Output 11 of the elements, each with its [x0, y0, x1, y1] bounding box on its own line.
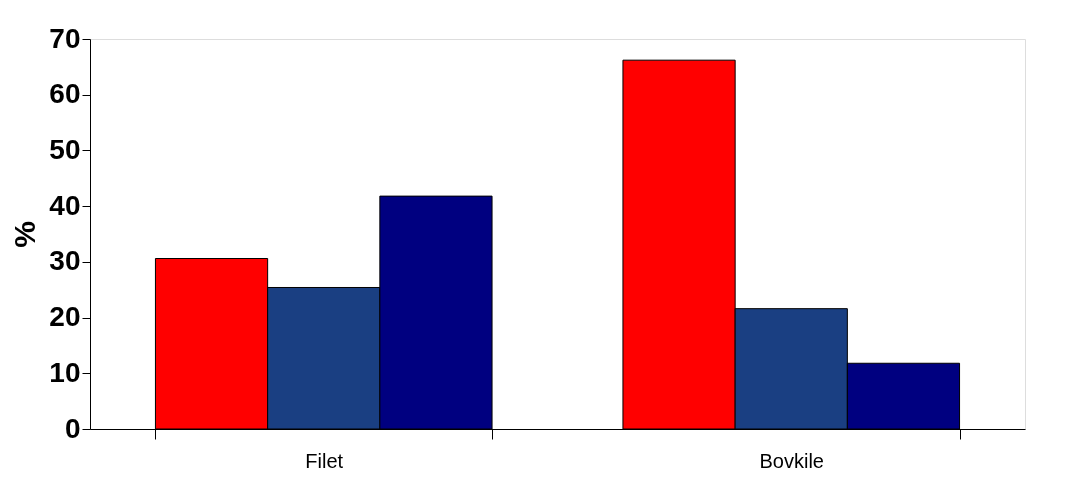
- x-tick-label: Filet: [305, 449, 344, 472]
- y-tick-label: 30: [49, 245, 81, 277]
- x-tick-label: Bovkile: [759, 449, 824, 472]
- y-tick-label: 60: [49, 78, 81, 110]
- y-tick-label: 70: [49, 22, 81, 54]
- y-tick-label: 40: [49, 189, 81, 221]
- y-tick-label: 10: [49, 356, 81, 388]
- y-axis-title: %: [8, 221, 42, 248]
- y-tick-label: 0: [64, 412, 81, 444]
- y-tick-label: 50: [49, 133, 81, 165]
- y-tick-label: 20: [49, 301, 81, 333]
